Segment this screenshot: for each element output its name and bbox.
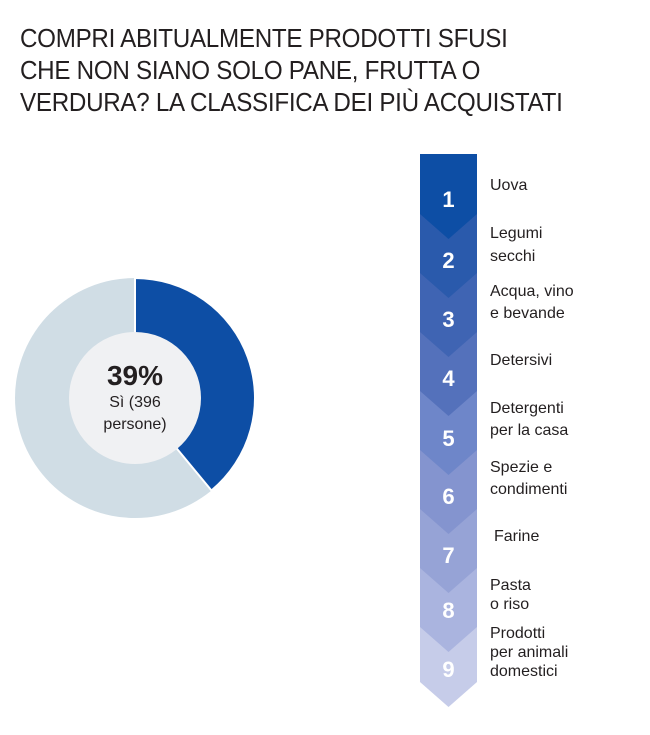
- rank-segment-8: [420, 568, 477, 652]
- rank-number-4: 4: [442, 366, 455, 391]
- rank-segment-2: [420, 214, 477, 298]
- rank-label-5-line-2: per la casa: [490, 422, 569, 439]
- donut-sub-line-1: Sì (396: [109, 394, 161, 411]
- rank-segment-1: [420, 154, 477, 239]
- rank-number-2: 2: [442, 248, 455, 273]
- rank-label-9: Prodotti per animali domestici: [490, 624, 568, 681]
- title-line-1: COMPRI ABITUALMENTE PRODOTTI SFUSI: [20, 23, 508, 53]
- title-line-3: VERDURA? LA CLASSIFICA DEI PIÙ ACQUISTAT…: [20, 87, 563, 117]
- rank-label-1-line-1: Uova: [490, 177, 528, 194]
- donut-center-label: 39% Sì (396 persone): [69, 332, 201, 464]
- rank-label-8: Pasta o riso: [490, 576, 531, 614]
- rank-label-6-line-1: Spezie e: [490, 459, 553, 476]
- rank-label-2-line-1: Legumi: [490, 225, 543, 242]
- rank-label-3-line-2: e bevande: [490, 305, 565, 322]
- rank-label-4: Detersivi: [490, 350, 552, 372]
- rank-label-4-line-1: Detersivi: [490, 352, 553, 369]
- rank-label-7: Farine: [494, 526, 539, 548]
- rank-segment-5: [420, 391, 477, 475]
- rank-label-6-line-2: condimenti: [490, 481, 568, 498]
- rank-segment-4: [420, 332, 477, 416]
- rank-label-5: Detergenti per la casa: [490, 398, 568, 442]
- rank-number-5: 5: [442, 426, 455, 451]
- rank-number-1: 1: [442, 187, 455, 212]
- rank-segment-6: [420, 450, 477, 534]
- rank-label-8-line-1: Pasta: [490, 577, 531, 594]
- rank-label-6: Spezie e condimenti: [490, 457, 567, 501]
- rank-number-3: 3: [442, 307, 455, 332]
- donut-percent: 39%: [106, 360, 164, 391]
- rank-number-7: 7: [442, 543, 455, 568]
- rank-label-1: Uova: [490, 175, 527, 197]
- donut-subtitle: Sì (396 persone): [69, 392, 201, 436]
- chart-title: COMPRI ABITUALMENTE PRODOTTI SFUSI CHE N…: [20, 22, 597, 118]
- rank-label-2-line-2: secchi: [490, 248, 536, 265]
- rank-label-2: Legumi secchi: [490, 222, 542, 268]
- rank-number-6: 6: [442, 484, 455, 509]
- rank-label-9-line-1: Prodotti: [490, 625, 546, 642]
- donut-hole: [69, 332, 201, 464]
- rank-label-8-line-2: o riso: [490, 596, 530, 613]
- rank-number-9: 9: [442, 657, 455, 682]
- rank-segment-7: [420, 509, 477, 593]
- rank-label-9-line-2: per animali: [490, 644, 569, 661]
- rank-label-9-line-3: domestici: [490, 663, 558, 680]
- donut-sub-line-2: persone): [103, 416, 167, 433]
- donut-chart: [15, 276, 256, 518]
- rank-segment-3: [420, 273, 477, 357]
- rank-segment-9: [420, 627, 477, 707]
- rank-label-3-line-1: Acqua, vino: [490, 283, 574, 300]
- title-line-2: CHE NON SIANO SOLO PANE, FRUTTA O: [20, 55, 481, 85]
- rank-label-7-line-1: Farine: [494, 528, 540, 545]
- rank-label-5-line-1: Detergenti: [490, 400, 564, 417]
- rank-label-3: Acqua, vino e bevande: [490, 281, 574, 325]
- rank-number-8: 8: [442, 598, 455, 623]
